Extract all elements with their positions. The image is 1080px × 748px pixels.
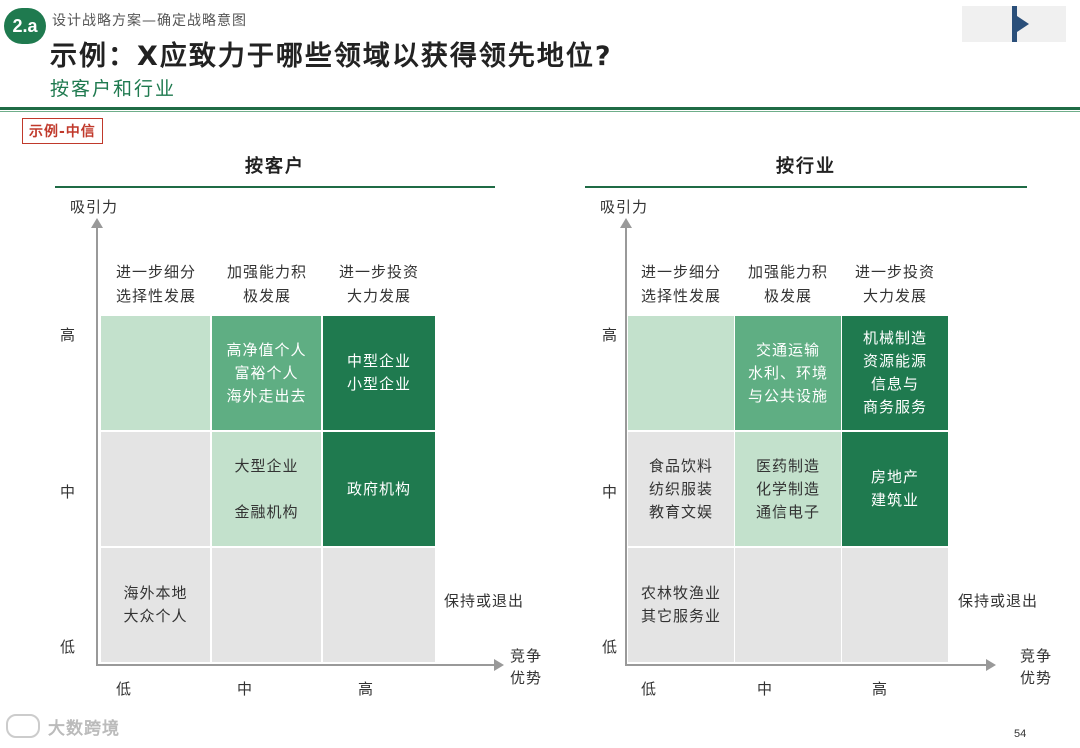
left-y-axis: [96, 226, 98, 666]
left-cell-high-high: 中型企业 小型企业: [323, 316, 435, 430]
left-cell-mid-low: [101, 432, 210, 546]
left-x-level-low: 低: [116, 680, 133, 698]
left-y-axis-label: 吸引力: [70, 198, 119, 216]
right-col-header-1: 进一步细分 选择性发展: [640, 263, 721, 305]
right-exit-label: 保持或退出: [958, 592, 1039, 610]
right-cell-low-high: [842, 548, 948, 662]
right-x-level-high: 高: [872, 680, 889, 698]
left-y-level-high: 高: [60, 326, 77, 344]
left-cell-mid-mid: 大型企业 金融机构: [212, 432, 321, 546]
right-cell-low-low: 农林牧渔业 其它服务业: [628, 548, 734, 662]
page-title: 示例：X应致力于哪些领域以获得领先地位?: [50, 41, 613, 72]
left-col-header-1: 进一步细分 选择性发展: [115, 263, 196, 305]
page-subtitle: 按客户和行业: [50, 78, 177, 100]
left-y-level-low: 低: [60, 638, 77, 656]
left-x-level-mid: 中: [237, 680, 254, 698]
right-y-level-mid: 中: [602, 483, 619, 501]
header-divider-thin: [0, 111, 1080, 112]
right-cell-mid-low: 食品饮料 纺织服装 教育文娱: [628, 432, 734, 546]
left-cell-mid-high: 政府机构: [323, 432, 435, 546]
right-cell-mid-high: 房地产 建筑业: [842, 432, 948, 546]
right-col-header-3: 进一步投资 大力发展: [854, 263, 935, 305]
section-badge: 2.a: [4, 8, 46, 44]
left-x-axis-label: 竞争 优势: [510, 647, 543, 687]
right-panel-rule: [585, 186, 1027, 188]
left-cell-low-low: 海外本地 大众个人: [101, 548, 210, 662]
left-y-axis-arrow-icon: [91, 218, 103, 228]
right-x-axis: [625, 664, 987, 666]
right-cell-low-mid: [735, 548, 841, 662]
watermark: 大数跨境: [48, 719, 120, 739]
header-divider: [0, 107, 1080, 110]
left-x-axis: [96, 664, 496, 666]
left-exit-label: 保持或退出: [444, 592, 525, 610]
right-cell-high-mid: 交通运输 水利、环境 与公共设施: [735, 316, 841, 430]
left-panel-rule: [55, 186, 495, 188]
left-y-level-mid: 中: [60, 483, 77, 501]
example-tag: 示例-中信: [22, 118, 103, 144]
watermark-logo-icon: [6, 714, 40, 738]
left-col-header-3: 进一步投资 大力发展: [338, 263, 419, 305]
page-number: 54: [1014, 728, 1027, 740]
right-x-axis-label: 竞争 优势: [1020, 647, 1053, 687]
right-cell-high-high: 机械制造 资源能源 信息与 商务服务: [842, 316, 948, 430]
right-cell-high-low: [628, 316, 734, 430]
right-y-axis-label: 吸引力: [600, 198, 649, 216]
left-cell-high-low: [101, 316, 210, 430]
left-cell-low-mid: [212, 548, 321, 662]
right-y-level-low: 低: [602, 638, 619, 656]
breadcrumb: 设计战略方案—确定战略意图: [52, 13, 247, 29]
right-y-axis: [625, 226, 627, 666]
right-x-level-mid: 中: [757, 680, 774, 698]
right-col-header-2: 加强能力积 极发展: [747, 263, 828, 305]
logo-bar-icon: [1012, 6, 1017, 42]
left-cell-high-mid: 高净值个人 富裕个人 海外走出去: [212, 316, 321, 430]
left-x-axis-arrow-icon: [494, 659, 504, 671]
left-cell-low-high: [323, 548, 435, 662]
right-x-level-low: 低: [641, 680, 658, 698]
left-x-level-high: 高: [358, 680, 375, 698]
logo-arrow-icon: [1017, 16, 1029, 32]
left-panel-title: 按客户: [245, 156, 305, 177]
left-col-header-2: 加强能力积 极发展: [226, 263, 307, 305]
right-y-level-high: 高: [602, 326, 619, 344]
right-x-axis-arrow-icon: [986, 659, 996, 671]
right-cell-mid-mid: 医药制造 化学制造 通信电子: [735, 432, 841, 546]
right-y-axis-arrow-icon: [620, 218, 632, 228]
right-panel-title: 按行业: [776, 156, 836, 177]
